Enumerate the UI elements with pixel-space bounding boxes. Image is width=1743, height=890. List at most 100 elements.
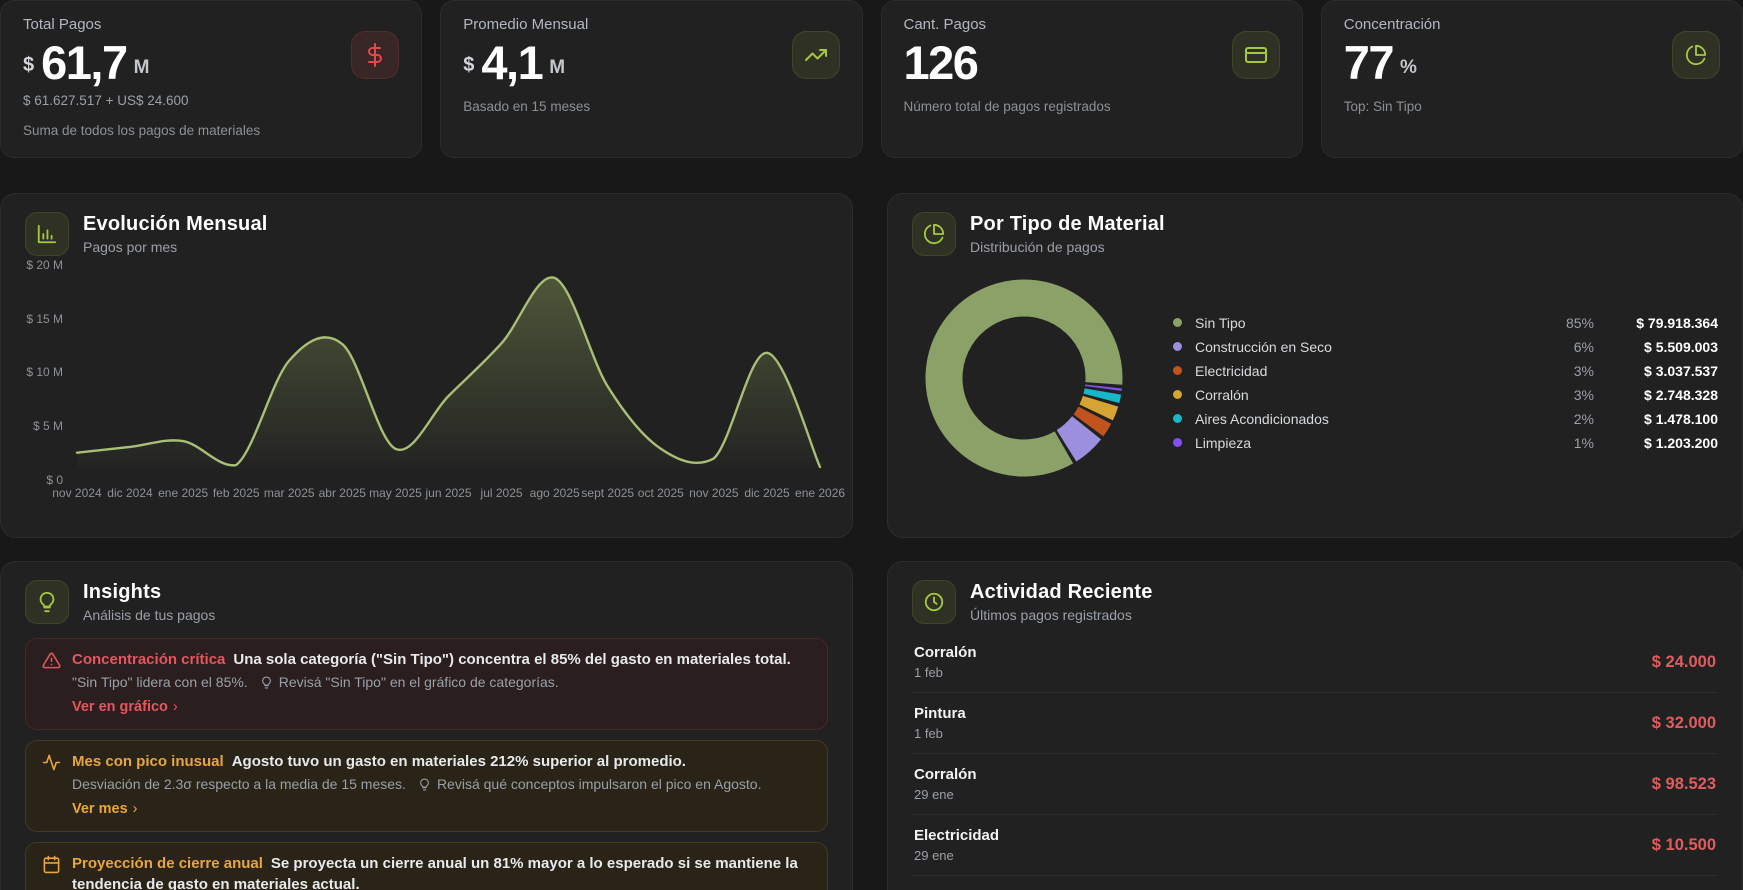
stat-value-number: 61,7 (41, 36, 128, 89)
alert-description: Se proyecta un cierre anual un 81% mayor… (72, 855, 798, 890)
stat-value-unit: M (133, 57, 150, 79)
stat-value: 77 % (1343, 36, 1720, 89)
activity-item-info: Pintura 1 feb (914, 705, 966, 741)
stat-value-number: 77 (1343, 36, 1395, 89)
donut-svg[interactable] (924, 278, 1124, 478)
donut-chart[interactable] (924, 278, 1124, 483)
stat-card-cant-pagos: Cant. Pagos 126 Número total de pagos re… (880, 0, 1303, 158)
x-axis-label: nov 2024 (52, 486, 102, 500)
y-axis-label: $ 20 M (26, 257, 63, 272)
x-axis-label: nov 2025 (689, 486, 739, 500)
activity-item-amount: $ 24.000 (1651, 652, 1716, 671)
panel-title: Actividad Reciente (970, 581, 1153, 603)
panel-subtitle: Distribución de pagos (970, 239, 1105, 255)
monthly-evolution-header: Evolución Mensual Pagos por mes (25, 212, 828, 256)
activity-item-info: Corralón 29 ene (914, 766, 977, 802)
alert-content: Mes con pico inusual Agosto tuvo un gasto… (72, 751, 811, 820)
legend-percentage: 1% (1573, 434, 1594, 451)
legend-percentage: 3% (1573, 362, 1594, 379)
bulb-small-icon (260, 674, 279, 690)
x-axis-label: jun 2025 (425, 486, 472, 500)
legend-percentage: 3% (1573, 386, 1594, 403)
legend-amount: $ 1.203.200 (1644, 434, 1718, 451)
alert-action-link[interactable]: Ver mes › (72, 801, 138, 817)
recent-activity-panel: Actividad Reciente Últimos pagos registr… (887, 561, 1743, 890)
alert-tip: Revisá qué conceptos impulsaron el pico … (418, 774, 761, 795)
legend-row-sin-tipo[interactable]: Sin Tipo 85% $ 79.918.364 (1173, 312, 1718, 333)
donut-chart-area: Sin Tipo 85% $ 79.918.364 Construcción e… (912, 256, 1718, 511)
activity-list: Corralón 1 feb $ 24.000 Pintura 1 feb $ … (912, 632, 1718, 890)
stat-card-total-pagos: Total Pagos $ 61,7 M $ 61.627.517 + US$ … (0, 0, 423, 158)
activity-item-amount: $ 98.523 (1651, 774, 1716, 793)
activity-item-info: Corralón 1 feb (914, 644, 977, 680)
donut-segment-corral-n[interactable] (1079, 395, 1119, 421)
stats-row: Total Pagos $ 61,7 M $ 61.627.517 + US$ … (0, 0, 1743, 158)
legend-row-aires-acondicionados[interactable]: Aires Acondicionados 2% $ 1.478.100 (1173, 408, 1718, 429)
donut-segment-electricidad[interactable] (1073, 406, 1112, 437)
x-axis-label: ago 2025 (529, 486, 580, 500)
stat-value-number: 4,1 (481, 36, 543, 89)
stat-description: Número total de pagos registrados (903, 99, 1111, 115)
trending-up-icon (791, 31, 840, 79)
activity-icon (42, 751, 72, 820)
alert-title: Proyección de cierre anual (72, 855, 263, 872)
stat-title: Total Pagos (23, 16, 102, 33)
area-chart-plot[interactable] (71, 262, 826, 476)
activity-item-name: Corralón (914, 766, 977, 783)
stat-value-unit: % (1400, 57, 1417, 79)
alert-title: Mes con pico inusual (72, 753, 224, 770)
area-chart-svg[interactable] (71, 262, 826, 476)
clock-icon (912, 580, 956, 624)
donut-segment-sin-tipo[interactable] (925, 279, 1123, 477)
pie-chart-icon (912, 212, 956, 256)
stat-title: Cant. Pagos (903, 16, 987, 33)
activity-item-info: Electricidad 29 ene (914, 827, 999, 863)
calendar-icon (42, 853, 72, 890)
activity-item-amount: $ 10.500 (1651, 835, 1716, 854)
x-axis-label: feb 2025 (212, 486, 260, 500)
monthly-evolution-panel: Evolución Mensual Pagos por mes $ 0 $ 5 M… (0, 193, 853, 538)
legend-percentage: 6% (1573, 338, 1594, 355)
legend-amount: $ 3.037.537 (1644, 362, 1718, 379)
panel-subtitle: Pagos por mes (83, 239, 178, 255)
y-axis-label: $ 0 (46, 473, 63, 488)
legend-row-corral-n[interactable]: Corralón 3% $ 2.748.328 (1173, 384, 1718, 405)
alert-description: Una sola categoría ("Sin Tipo") concentr… (233, 651, 791, 668)
legend-label: Aires Acondicionados (1195, 410, 1329, 427)
donut-segment-aires-acondicionados[interactable] (1083, 388, 1122, 404)
stat-value: $ 61,7 M (23, 36, 399, 89)
activity-item-name: Pintura (914, 705, 966, 722)
donut-segment-construcci-n-en-seco[interactable] (1056, 415, 1102, 462)
legend-row-limpieza[interactable]: Limpieza 1% $ 1.203.200 (1173, 432, 1718, 453)
activity-item-amount: $ 32.000 (1651, 713, 1716, 732)
legend-dot (1173, 366, 1182, 375)
legend-amount: $ 5.509.003 (1644, 338, 1718, 355)
legend-dot (1173, 342, 1182, 351)
stat-card-promedio-mensual: Promedio Mensual $ 4,1 M Basado en 15 me… (440, 0, 863, 158)
x-axis-label: dic 2025 (744, 486, 790, 500)
alert-detail: Desviación de 2.3σ respecto a la media d… (72, 774, 811, 795)
x-axis-label: mar 2025 (263, 486, 315, 500)
panel-subtitle: Últimos pagos registrados (970, 607, 1132, 623)
insights-panel: Insights Análisis de tus pagos Concentra… (0, 561, 853, 890)
stat-value-number: 126 (903, 36, 979, 89)
alert-detail: "Sin Tipo" lidera con el 85%. Revisá "Sin… (72, 672, 811, 693)
insight-alert-critical: Concentración crítica Una sola categoría … (25, 638, 828, 730)
credit-card-icon (1231, 31, 1280, 79)
legend-label: Sin Tipo (1195, 314, 1246, 331)
panel-title: Por Tipo de Material (970, 213, 1165, 235)
stat-title: Concentración (1343, 16, 1441, 33)
x-axis-label: jul 2025 (480, 486, 523, 500)
alert-action-link[interactable]: Ver en gráfico › (72, 699, 178, 715)
bulb-small-icon (418, 776, 437, 792)
activity-item-date: 29 ene (914, 787, 954, 802)
chevron-right-icon: › (172, 699, 178, 715)
area-chart[interactable]: $ 0 $ 5 M $ 10 M $ 15 M $ 20 M nov 2024 dic 20… (25, 258, 845, 502)
stat-description: Suma de todos los pagos de materiales (23, 123, 261, 139)
y-axis-label: $ 15 M (26, 311, 63, 326)
stat-subvalue: $ 61.627.517 + US$ 24.600 (23, 93, 189, 109)
legend-row-electricidad[interactable]: Electricidad 3% $ 3.037.537 (1173, 360, 1718, 381)
legend-row-construcci-n-en-seco[interactable]: Construcción en Seco 6% $ 5.509.003 (1173, 336, 1718, 357)
activity-item-date: 1 feb (914, 726, 943, 741)
